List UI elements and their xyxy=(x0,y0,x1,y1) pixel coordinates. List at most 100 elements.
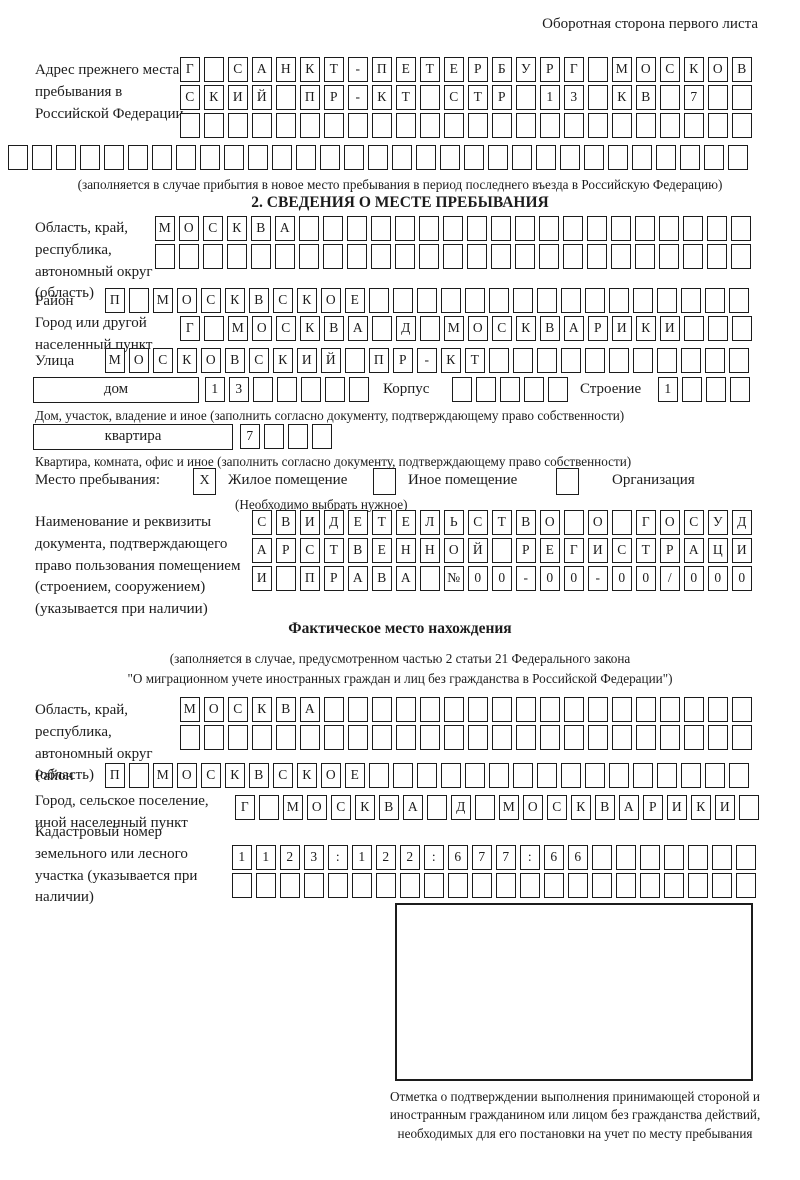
char-cell[interactable]: 1 xyxy=(256,845,276,870)
char-cell[interactable] xyxy=(684,316,704,341)
char-cell[interactable]: 1 xyxy=(205,377,225,402)
char-cell[interactable] xyxy=(561,348,581,373)
char-cell[interactable]: В xyxy=(251,216,271,241)
char-cell[interactable]: 7 xyxy=(684,85,704,110)
char-cell[interactable]: М xyxy=(612,57,632,82)
document-row-3[interactable]: И П Р А В А № 0 0-0 0-0 0/0 0 0 xyxy=(252,566,756,591)
char-cell[interactable] xyxy=(200,145,220,170)
char-cell[interactable] xyxy=(729,763,749,788)
char-cell[interactable] xyxy=(657,763,677,788)
char-cell[interactable] xyxy=(275,244,295,269)
char-cell[interactable] xyxy=(656,145,676,170)
char-cell[interactable] xyxy=(588,85,608,110)
char-cell[interactable] xyxy=(228,113,248,138)
char-cell[interactable] xyxy=(441,288,461,313)
char-cell[interactable]: С xyxy=(273,763,293,788)
char-cell[interactable]: 2 xyxy=(376,845,396,870)
stay-type-checkbox-other-premises[interactable] xyxy=(373,468,396,495)
char-cell[interactable] xyxy=(688,873,708,898)
char-cell[interactable] xyxy=(276,85,296,110)
char-cell[interactable] xyxy=(659,244,679,269)
char-cell[interactable] xyxy=(128,145,148,170)
char-cell[interactable] xyxy=(224,145,244,170)
char-cell[interactable] xyxy=(707,244,727,269)
char-cell[interactable] xyxy=(56,145,76,170)
char-cell[interactable] xyxy=(104,145,124,170)
char-cell[interactable] xyxy=(515,244,535,269)
char-cell[interactable] xyxy=(500,377,520,402)
char-cell[interactable]: Р xyxy=(324,85,344,110)
char-cell[interactable]: К xyxy=(300,316,320,341)
char-cell[interactable] xyxy=(489,288,509,313)
char-cell[interactable] xyxy=(585,288,605,313)
char-cell[interactable]: Р xyxy=(588,316,608,341)
char-cell[interactable]: Р xyxy=(468,57,488,82)
char-cell[interactable] xyxy=(708,697,728,722)
char-cell[interactable] xyxy=(129,763,149,788)
char-cell[interactable]: С xyxy=(153,348,173,373)
char-cell[interactable] xyxy=(704,145,724,170)
char-cell[interactable]: Т xyxy=(324,57,344,82)
char-cell[interactable] xyxy=(633,288,653,313)
char-cell[interactable]: О xyxy=(179,216,199,241)
char-cell[interactable] xyxy=(372,113,392,138)
char-cell[interactable] xyxy=(392,145,412,170)
char-cell[interactable]: Д xyxy=(451,795,471,820)
char-cell[interactable]: А xyxy=(684,538,704,563)
char-cell[interactable]: И xyxy=(667,795,687,820)
char-cell[interactable]: Т xyxy=(396,85,416,110)
char-cell[interactable] xyxy=(444,725,464,750)
char-cell[interactable] xyxy=(232,873,252,898)
char-cell[interactable]: 7 xyxy=(496,845,516,870)
char-cell[interactable] xyxy=(585,763,605,788)
char-cell[interactable] xyxy=(732,113,752,138)
char-cell[interactable] xyxy=(732,316,752,341)
char-cell[interactable]: И xyxy=(588,538,608,563)
char-cell[interactable]: Т xyxy=(636,538,656,563)
char-cell[interactable]: 0 xyxy=(468,566,488,591)
char-cell[interactable]: Н xyxy=(396,538,416,563)
char-cell[interactable] xyxy=(683,216,703,241)
char-cell[interactable] xyxy=(256,873,276,898)
char-cell[interactable]: Г xyxy=(564,57,584,82)
char-cell[interactable] xyxy=(563,216,583,241)
stay-type-checkbox-organization[interactable] xyxy=(556,468,579,495)
char-cell[interactable] xyxy=(564,697,584,722)
char-cell[interactable] xyxy=(524,377,544,402)
char-cell[interactable] xyxy=(609,288,629,313)
char-cell[interactable] xyxy=(492,697,512,722)
char-cell[interactable] xyxy=(323,216,343,241)
char-cell[interactable]: С xyxy=(201,288,221,313)
char-cell[interactable]: 1 xyxy=(658,377,678,402)
char-cell[interactable] xyxy=(588,57,608,82)
char-cell[interactable]: А xyxy=(396,566,416,591)
char-cell[interactable] xyxy=(706,377,726,402)
char-cell[interactable] xyxy=(347,216,367,241)
char-cell[interactable] xyxy=(420,697,440,722)
char-cell[interactable]: Ц xyxy=(708,538,728,563)
char-cell[interactable]: - xyxy=(348,85,368,110)
char-cell[interactable] xyxy=(176,145,196,170)
char-cell[interactable] xyxy=(516,697,536,722)
char-cell[interactable]: К xyxy=(300,57,320,82)
char-cell[interactable]: Е xyxy=(396,57,416,82)
char-cell[interactable] xyxy=(635,244,655,269)
char-cell[interactable]: А xyxy=(348,316,368,341)
char-cell[interactable]: Н xyxy=(420,538,440,563)
char-cell[interactable] xyxy=(467,244,487,269)
char-cell[interactable] xyxy=(708,725,728,750)
char-cell[interactable] xyxy=(272,145,292,170)
char-cell[interactable] xyxy=(251,244,271,269)
char-cell[interactable] xyxy=(732,697,752,722)
char-cell[interactable]: Г xyxy=(564,538,584,563)
char-cell[interactable] xyxy=(416,145,436,170)
char-cell[interactable]: О xyxy=(204,697,224,722)
char-cell[interactable]: Е xyxy=(396,510,416,535)
char-cell[interactable] xyxy=(587,216,607,241)
char-cell[interactable] xyxy=(539,244,559,269)
char-cell[interactable]: В xyxy=(225,348,245,373)
char-cell[interactable]: Е xyxy=(372,538,392,563)
char-cell[interactable] xyxy=(348,725,368,750)
